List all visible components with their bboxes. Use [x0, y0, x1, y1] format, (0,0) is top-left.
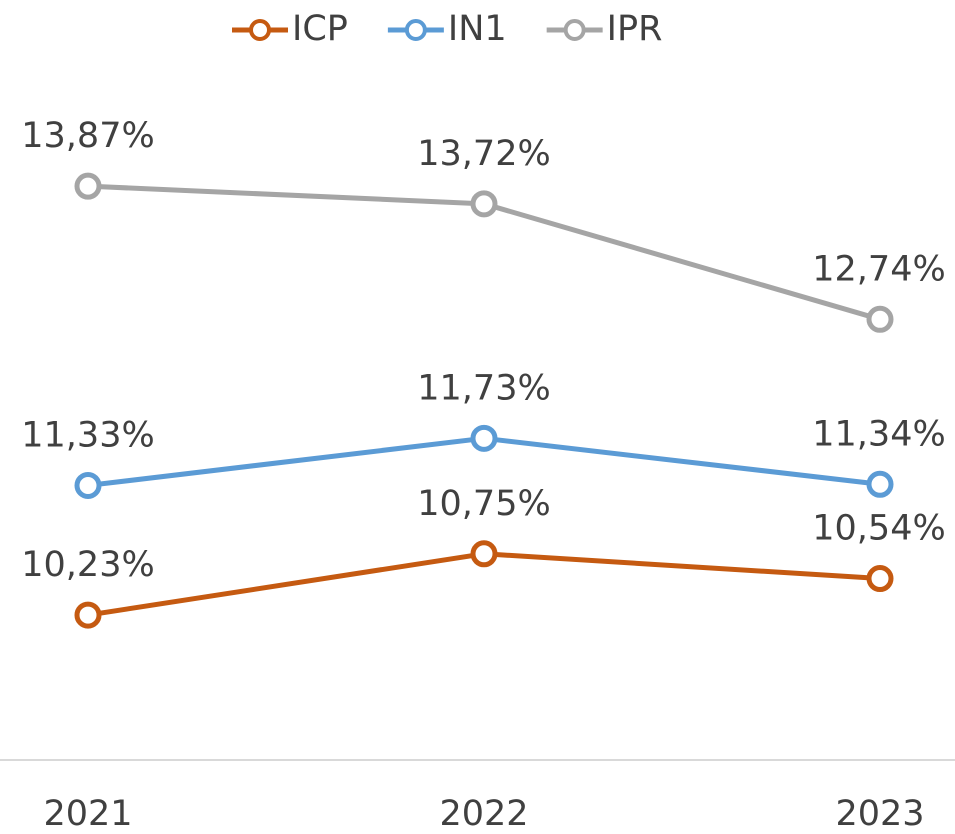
- data-label: 11,73%: [417, 368, 550, 408]
- x-tick-label: 2023: [835, 794, 924, 834]
- x-tick-label: 2021: [43, 794, 132, 834]
- legend-label: IN1: [448, 9, 507, 49]
- point: [74, 471, 102, 499]
- x-tick-label: 2022: [439, 794, 528, 834]
- point: [470, 190, 498, 218]
- data-label: 13,72%: [417, 134, 550, 174]
- legend-marker: [563, 19, 586, 41]
- legend-marker: [404, 19, 427, 41]
- legend-label: ICP: [292, 9, 348, 49]
- legend-marker: [249, 19, 271, 41]
- point: [470, 540, 498, 568]
- point: [866, 470, 894, 498]
- point: [74, 172, 102, 200]
- data-label: 10,54%: [812, 509, 945, 549]
- data-label: 12,74%: [812, 249, 945, 289]
- point: [866, 565, 894, 593]
- data-label: 10,23%: [21, 545, 154, 585]
- point: [470, 424, 498, 452]
- point: [74, 601, 102, 629]
- data-label: 13,87%: [21, 116, 154, 156]
- legend-label: IPR: [607, 9, 663, 49]
- data-label: 11,33%: [21, 415, 154, 455]
- point: [866, 305, 894, 333]
- data-label: 10,75%: [417, 484, 550, 524]
- data-label: 11,34%: [812, 414, 945, 454]
